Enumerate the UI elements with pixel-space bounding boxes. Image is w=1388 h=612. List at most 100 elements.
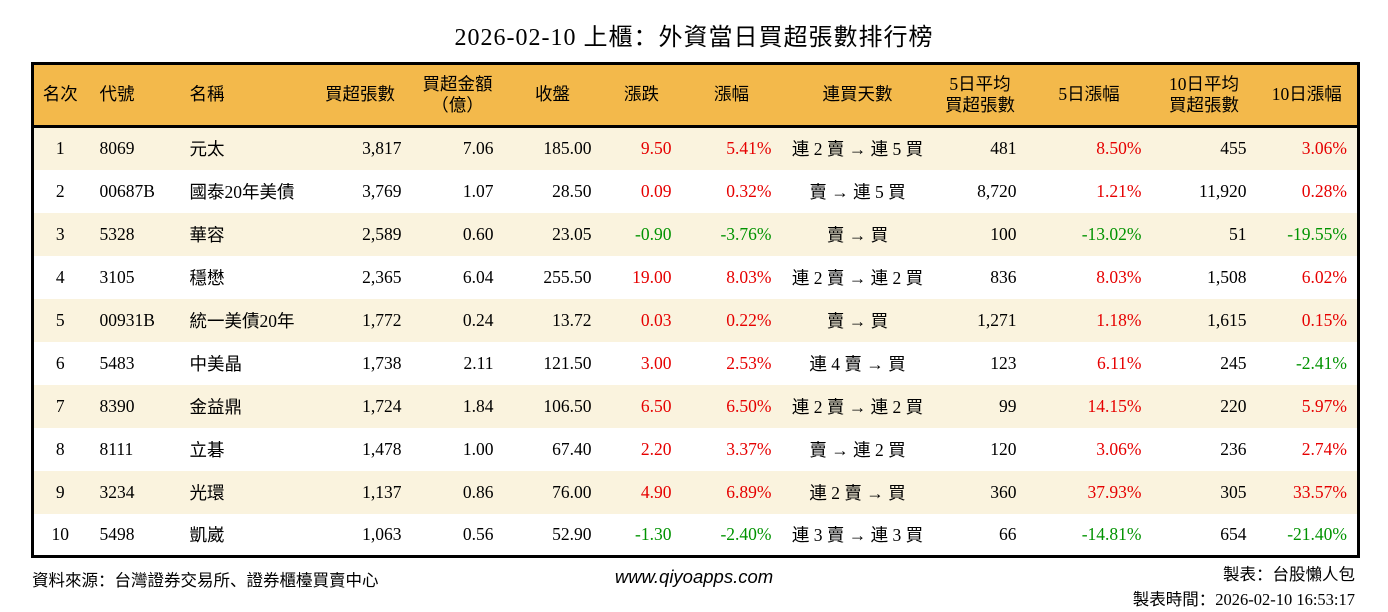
cell-avg10: 11,920: [1199, 180, 1247, 201]
cell-change: 6.50: [640, 395, 672, 416]
cell-change_pct: -3.76%: [720, 223, 772, 244]
cell-close: 52.90: [552, 523, 592, 544]
cell-avg10: 305: [1220, 481, 1247, 502]
col-header-avg5: 5日平均 買超張數: [933, 63, 1027, 128]
table-row: 3 5328 華容 2,589 0.60 23.05 -0.90 -3.76% 賣 → 買 100…: [32, 212, 1359, 256]
cell-avg5: 360: [990, 481, 1017, 502]
cell-avg10: 220: [1220, 395, 1247, 416]
table-row: 10 5498 凱崴 1,063 0.56 52.90 -1.30 -2.40% 連 3 賣 →…: [32, 513, 1359, 557]
cell-change: 3.00: [640, 352, 672, 373]
cell-code: 8111: [99, 438, 134, 459]
cell-code: 5498: [99, 523, 135, 544]
cell-net_buy_amount: 1.84: [462, 395, 494, 416]
table-row: 2 00687B 國泰20年美債 3,769 1.07 28.50 0.09 0.32% 賣 →…: [32, 169, 1359, 213]
table-row: 9 3234 光環 1,137 0.86 76.00 4.90 6.89% 連 2 賣 → 買 3…: [32, 470, 1359, 514]
cell-pct10: 3.06%: [1301, 138, 1347, 159]
cell-rank: 1: [55, 138, 65, 159]
cell-name: 統一美債20年: [189, 310, 295, 331]
cell-name: 元太: [189, 139, 225, 160]
cell-net_buy_amount: 6.04: [462, 266, 494, 287]
cell-avg10: 654: [1220, 523, 1247, 544]
cell-change_pct: 5.41%: [726, 138, 772, 159]
cell-net_buy_amount: 1.07: [462, 180, 494, 201]
cell-pct10: 0.15%: [1301, 309, 1347, 330]
cell-change: 4.90: [640, 481, 672, 502]
cell-streak: 連 3 賣 → 連 3 買: [791, 524, 924, 545]
col-header-change: 漲跌: [601, 63, 682, 128]
cell-rank: 4: [55, 266, 65, 287]
cell-net_buy_lots: 1,738: [362, 352, 402, 373]
cell-close: 255.50: [543, 266, 592, 287]
table-row: 5 00931B 統一美債20年 1,772 0.24 13.72 0.03 0.22% 賣 →…: [32, 298, 1359, 342]
cell-pct10: -21.40%: [1287, 523, 1347, 544]
table-row: 4 3105 穩懋 2,365 6.04 255.50 19.00 8.03% 連 2 賣 → …: [32, 255, 1359, 299]
cell-pct10: 33.57%: [1293, 481, 1347, 502]
cell-net_buy_lots: 1,724: [362, 395, 402, 416]
cell-pct10: 2.74%: [1301, 438, 1347, 459]
col-header-streak: 連買天數: [781, 63, 934, 128]
cell-rank: 10: [51, 523, 70, 544]
footer-site-url: www.qiyoapps.com: [614, 566, 774, 587]
cell-avg10: 1,508: [1207, 266, 1247, 287]
cell-net_buy_lots: 3,817: [362, 138, 402, 159]
cell-pct10: 5.97%: [1301, 395, 1347, 416]
cell-avg5: 8,720: [977, 180, 1017, 201]
col-header-net-buy-amount: 買超金額 （億）: [411, 63, 504, 128]
cell-net_buy_amount: 0.86: [462, 481, 494, 502]
cell-code: 8390: [99, 395, 135, 416]
col-header-close: 收盤: [503, 63, 602, 128]
cell-streak: 賣 → 買: [826, 224, 889, 245]
cell-avg10: 1,615: [1207, 309, 1247, 330]
col-header-rank: 名次: [32, 63, 87, 128]
col-header-pct5: 5日漲幅: [1026, 63, 1152, 128]
cell-change_pct: 3.37%: [726, 438, 772, 459]
cell-close: 185.00: [543, 138, 592, 159]
cell-code: 00687B: [99, 180, 155, 201]
cell-net_buy_amount: 2.11: [463, 352, 494, 373]
cell-pct5: 3.06%: [1096, 438, 1142, 459]
cell-change: 2.20: [640, 438, 672, 459]
cell-pct10: 0.28%: [1301, 180, 1347, 201]
cell-avg5: 100: [990, 223, 1017, 244]
table-body: 1 8069 元太 3,817 7.06 185.00 9.50 5.41% 連 2 賣 → 連…: [32, 126, 1359, 557]
cell-pct5: -14.81%: [1081, 523, 1142, 544]
cell-name: 華容: [189, 224, 225, 245]
footer-timestamp: 製表時間：2026-02-10 16:53:17: [1132, 590, 1355, 609]
col-header-code: 代號: [86, 63, 177, 128]
cell-code: 3105: [99, 266, 135, 287]
cell-change_pct: 0.32%: [726, 180, 772, 201]
cell-change_pct: 0.22%: [726, 309, 772, 330]
cell-avg5: 1,271: [977, 309, 1017, 330]
cell-change: 0.09: [640, 180, 672, 201]
cell-change_pct: 8.03%: [726, 266, 772, 287]
cell-code: 5328: [99, 223, 135, 244]
cell-avg5: 836: [990, 266, 1017, 287]
cell-close: 28.50: [552, 180, 592, 201]
cell-pct5: 6.11%: [1096, 352, 1142, 373]
cell-pct5: 8.03%: [1096, 266, 1142, 287]
cell-streak: 連 2 賣 → 買: [809, 482, 906, 503]
cell-code: 8069: [99, 138, 135, 159]
cell-streak: 連 2 賣 → 連 2 買: [791, 396, 924, 417]
cell-close: 23.05: [552, 223, 592, 244]
cell-net_buy_amount: 0.24: [462, 309, 494, 330]
col-header-pct10: 10日漲幅: [1256, 63, 1359, 128]
cell-close: 76.00: [552, 481, 592, 502]
cell-pct5: 14.15%: [1087, 395, 1142, 416]
cell-streak: 連 2 賣 → 連 5 買: [791, 139, 924, 160]
cell-avg10: 236: [1220, 438, 1247, 459]
footer-data-source: 資料來源：台灣證券交易所、證券櫃檯買賣中心: [32, 571, 379, 590]
cell-net_buy_lots: 3,769: [362, 180, 402, 201]
cell-change_pct: 2.53%: [726, 352, 772, 373]
cell-avg10: 455: [1220, 138, 1247, 159]
cell-avg5: 120: [990, 438, 1017, 459]
cell-avg5: 123: [990, 352, 1017, 373]
cell-streak: 賣 → 連 2 買: [809, 439, 906, 460]
cell-net_buy_lots: 2,365: [362, 266, 402, 287]
cell-net_buy_lots: 1,478: [362, 438, 402, 459]
cell-pct5: 1.21%: [1096, 180, 1142, 201]
cell-streak: 賣 → 買: [826, 310, 889, 331]
cell-change: 0.03: [640, 309, 672, 330]
table-header: 名次 代號 名稱 買超張數 買超金額 （億） 收盤 漲跌 漲幅 連買天數 5日平…: [32, 63, 1359, 128]
cell-rank: 3: [55, 223, 65, 244]
